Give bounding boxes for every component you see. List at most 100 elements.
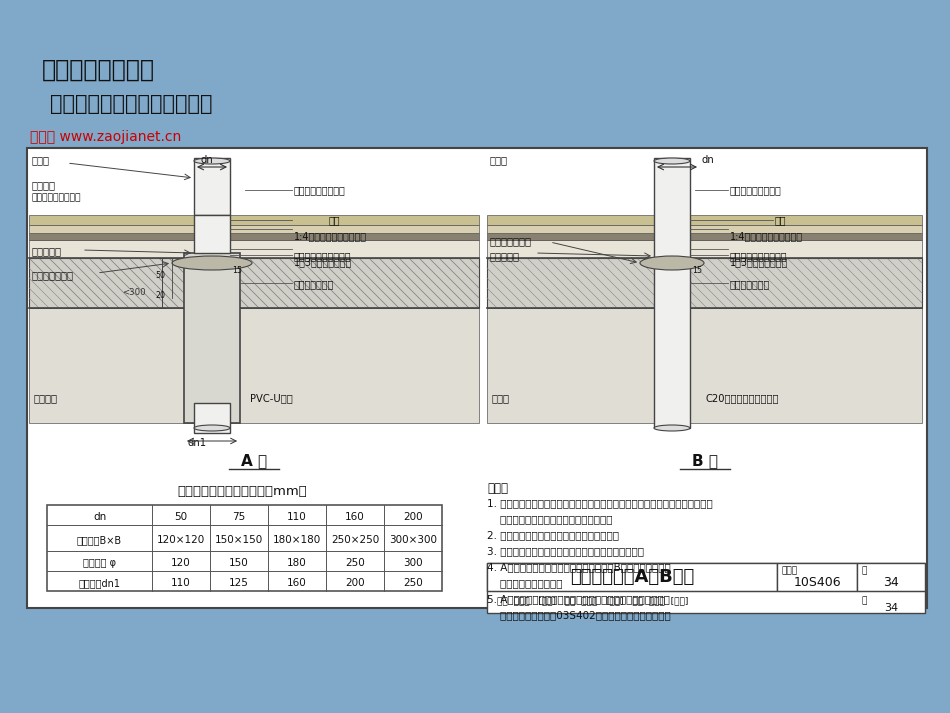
Text: 面层: 面层 — [775, 215, 787, 225]
Text: 125: 125 — [229, 578, 249, 588]
Text: 20: 20 — [155, 291, 165, 300]
Bar — [29, 215, 479, 225]
Text: 一、给排水管道：: 一、给排水管道： — [42, 58, 155, 82]
Bar — [487, 215, 922, 225]
Bar — [27, 148, 927, 608]
Text: 3. 当管道穿越的楼面为非防水楼面时，可取消防水层。: 3. 当管道穿越的楼面为非防水楼面时，可取消防水层。 — [487, 546, 644, 556]
Ellipse shape — [194, 158, 230, 164]
Text: 1：3水泥砂浆找平层: 1：3水泥砂浆找平层 — [730, 257, 788, 267]
Text: 250×250: 250×250 — [331, 535, 379, 545]
Bar — [487, 225, 922, 233]
Bar — [777, 563, 857, 591]
Text: 200: 200 — [403, 512, 423, 522]
Text: 120×120: 120×120 — [157, 535, 205, 545]
Text: 50: 50 — [155, 271, 165, 280]
Text: 塑料排水管道穿楼板图集做法: 塑料排水管道穿楼板图集做法 — [50, 94, 213, 114]
Text: 150: 150 — [229, 558, 249, 568]
Text: 防水层（见建筑设计）: 防水层（见建筑设计） — [730, 251, 788, 261]
Text: 15: 15 — [232, 266, 242, 275]
Bar — [487, 308, 922, 423]
Text: 2. 防水填料采用聚氨酯或发泡聚乙烯等材料。: 2. 防水填料采用聚氨酯或发泡聚乙烯等材料。 — [487, 530, 619, 540]
Text: 钢筋混凝土楼板: 钢筋混凝土楼板 — [730, 279, 770, 289]
Ellipse shape — [654, 158, 690, 164]
Text: 75: 75 — [233, 512, 246, 522]
Text: 150×150: 150×150 — [215, 535, 263, 545]
Text: dn: dn — [200, 155, 214, 165]
Text: 水泥砂浆阻水圈: 水泥砂浆阻水圈 — [32, 270, 74, 280]
Ellipse shape — [640, 256, 704, 270]
Text: 34: 34 — [884, 575, 899, 588]
Text: 预留洞: 预留洞 — [492, 393, 510, 403]
Text: 1：3水泥砂浆找平层: 1：3水泥砂浆找平层 — [294, 257, 352, 267]
Text: 面处按固定支承处理。: 面处按固定支承处理。 — [487, 578, 562, 588]
Bar — [47, 505, 442, 591]
Text: A 型: A 型 — [241, 453, 267, 468]
Text: 预留圆洞 φ: 预留圆洞 φ — [83, 558, 116, 568]
Text: 管道穿楼面（A、B型）: 管道穿楼面（A、B型） — [570, 568, 694, 586]
Text: 180×180: 180×180 — [273, 535, 321, 545]
Text: 预留方洞B×B: 预留方洞B×B — [77, 535, 122, 545]
Text: 固定支架: 固定支架 — [32, 180, 56, 190]
Bar — [487, 240, 922, 258]
Text: 止水环或橡胶密封圈: 止水环或橡胶密封圈 — [294, 185, 346, 195]
Text: 密封胶封严: 密封胶封严 — [32, 246, 62, 256]
Bar — [487, 233, 922, 240]
Text: 钢筋混凝土楼板: 钢筋混凝土楼板 — [294, 279, 334, 289]
Text: 审核  用审书   [签名]   校对  画申图   [签名]   设计  刘宗权  [签名]: 审核 用审书 [签名] 校对 画申图 [签名] 设计 刘宗权 [签名] — [497, 596, 689, 605]
Text: 5. A型做法的固定管卡可设于楼板上，也可设于楼板下，固定管: 5. A型做法的固定管卡可设于楼板上，也可设于楼板下，固定管 — [487, 594, 670, 604]
Text: 说明：: 说明： — [487, 482, 508, 495]
Text: 页: 页 — [862, 596, 867, 605]
Bar — [29, 225, 479, 233]
Text: 防水填料: 防水填料 — [34, 393, 58, 403]
Bar — [194, 215, 230, 253]
Text: 250: 250 — [345, 558, 365, 568]
Text: 防水层（见建筑设计）: 防水层（见建筑设计） — [294, 251, 352, 261]
Text: 110: 110 — [171, 578, 191, 588]
Text: 水泥砂浆阻水圈: 水泥砂浆阻水圈 — [490, 236, 532, 246]
Text: 200: 200 — [345, 578, 365, 588]
Text: 1:4干硬性水泥砂浆结合层: 1:4干硬性水泥砂浆结合层 — [294, 231, 367, 241]
Text: 110: 110 — [287, 512, 307, 522]
Text: 预埋套管dn1: 预埋套管dn1 — [79, 578, 121, 588]
Text: dn: dn — [702, 155, 714, 165]
Text: 塑料管: 塑料管 — [490, 155, 508, 165]
Text: 160: 160 — [287, 578, 307, 588]
Bar — [857, 563, 925, 591]
Text: 预留洞及预埋套管尺寸表（mm）: 预留洞及预埋套管尺寸表（mm） — [177, 485, 307, 498]
Bar — [487, 563, 777, 591]
Text: 15: 15 — [692, 266, 702, 275]
Bar — [29, 233, 479, 240]
Text: 10S406: 10S406 — [793, 575, 841, 588]
Bar — [29, 240, 479, 258]
Text: 塑料管: 塑料管 — [32, 155, 50, 165]
Text: PVC-U套管: PVC-U套管 — [250, 393, 293, 403]
Text: 1. 管道及套管在穿楼面处管表面用砂纸打毛，采用硬聚氯乙烯类管材及套管时，: 1. 管道及套管在穿楼面处管表面用砂纸打毛，采用硬聚氯乙烯类管材及套管时， — [487, 498, 712, 508]
Text: 34: 34 — [884, 603, 898, 613]
Text: 页: 页 — [862, 566, 867, 575]
Bar — [487, 258, 922, 308]
Bar — [29, 258, 479, 308]
Ellipse shape — [172, 256, 252, 270]
Text: 120: 120 — [171, 558, 191, 568]
Text: 卡做法详见国标图集03S402《室内管道支架及吊架》。: 卡做法详见国标图集03S402《室内管道支架及吊架》。 — [487, 610, 671, 620]
Text: <300: <300 — [123, 288, 145, 297]
Text: B 型: B 型 — [692, 453, 717, 468]
Bar — [184, 253, 240, 423]
Text: 面层: 面层 — [329, 215, 340, 225]
Text: 4. A型做法管道穿楼面处按滑动支承处理，B型做法管道穿越楼: 4. A型做法管道穿楼面处按滑动支承处理，B型做法管道穿越楼 — [487, 562, 671, 572]
Text: 密封胶封严: 密封胶封严 — [490, 251, 520, 261]
Text: dn1: dn1 — [187, 438, 206, 448]
Text: 造价者 www.zaojianet.cn: 造价者 www.zaojianet.cn — [30, 130, 181, 144]
Text: 止水环或橡胶密封圈: 止水环或橡胶密封圈 — [730, 185, 782, 195]
Text: 300×300: 300×300 — [389, 535, 437, 545]
Bar — [654, 158, 690, 428]
Text: 300: 300 — [403, 558, 423, 568]
Text: 图集号: 图集号 — [782, 566, 798, 575]
Bar — [487, 563, 925, 613]
Text: 180: 180 — [287, 558, 307, 568]
Text: 表面可刷涂胶粘剂后粘结一层干燥黄砂。: 表面可刷涂胶粘剂后粘结一层干燥黄砂。 — [487, 514, 613, 524]
Text: 50: 50 — [175, 512, 187, 522]
Bar — [194, 403, 230, 433]
Ellipse shape — [194, 425, 230, 431]
Text: 160: 160 — [345, 512, 365, 522]
